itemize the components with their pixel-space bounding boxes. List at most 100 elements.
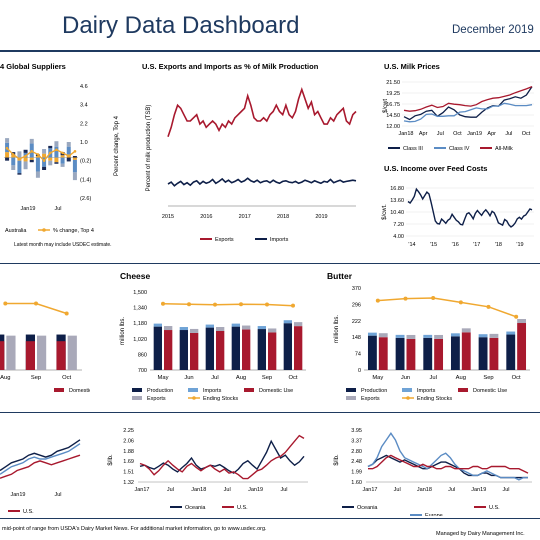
exports-imports-title: U.S. Exports and Imports as % of Milk Pr… (142, 62, 319, 71)
ch-production-bar (231, 326, 240, 370)
mp-x-tick: Apr (487, 131, 496, 137)
gs-bar (5, 138, 10, 143)
gs-bar (48, 157, 53, 161)
ch-x-tick: Oct (288, 375, 297, 381)
ch-y-tick: 860 (138, 352, 147, 358)
p2-oceania-line (139, 439, 305, 474)
bu-imports-bar (423, 334, 433, 338)
ch-stocks-point (187, 302, 191, 307)
p2-y-tick: 2.06 (123, 438, 134, 444)
if-x-tick: '18 (495, 242, 502, 248)
if-y-tick: 4.00 (393, 234, 404, 240)
bu-domestic-bar (489, 337, 499, 370)
p3-x-tick: Jan18 (417, 487, 432, 493)
ch-domestic-bar (294, 326, 303, 370)
gs-bar (29, 138, 34, 144)
p3-y-tick: 1.60 (351, 480, 362, 486)
bu-imports-bar (395, 334, 405, 338)
ch-exports-bar (242, 325, 251, 330)
header-rule (0, 50, 540, 52)
p1-stackb-line (0, 443, 81, 475)
bu-exports-bar (461, 328, 471, 333)
cheese-title: Cheese (120, 271, 151, 281)
bu-legend-imports-swatch (402, 388, 412, 392)
gs-y-tick: 1.0 (80, 140, 88, 146)
mp-all-milk-line (403, 85, 533, 112)
ch-domestic-bar (216, 331, 225, 370)
ch-legend-domestic-swatch (244, 388, 254, 392)
ch-production-bar (179, 330, 188, 370)
gs-pct-point (55, 148, 58, 152)
ei-y-label: Percent of milk production (TSB) (146, 105, 152, 192)
ch-legend-stocks-marker (192, 396, 196, 400)
ch-y-tick: 1,340 (133, 306, 147, 312)
bu-y-tick: 0 (358, 368, 361, 374)
bu-stocks-point (375, 298, 380, 303)
ch-stocks-point (161, 301, 165, 306)
mp-x-tick: Oct (522, 131, 531, 137)
bu-stocks-point (431, 295, 436, 300)
gs-pct-point (73, 150, 77, 153)
p2-y-tick: 1.32 (123, 480, 134, 486)
gs-bar (23, 161, 28, 170)
mp-x-tick: Jul (437, 131, 444, 137)
footer-source: mid-point of range from USDA's Dairy Mar… (2, 526, 267, 532)
ch-exports-bar (190, 328, 199, 333)
butter-title: Butter (327, 271, 353, 281)
gs-bar (48, 160, 53, 166)
bu-domestic-bar (406, 338, 416, 370)
ch-x-tick: Jun (184, 375, 193, 381)
gs-bar (42, 153, 47, 158)
p2-y-tick: 1.69 (123, 459, 134, 465)
gs-bar (11, 165, 16, 170)
bu-domestic-bar (517, 323, 527, 370)
bu-stocks-point (486, 304, 491, 309)
p3-y-label: $/lb. (334, 454, 340, 466)
gs-pct-line (6, 147, 76, 162)
gs-bar (54, 157, 59, 163)
sl-legend-domestic-swatch (54, 388, 64, 392)
stocks-left-chart: Aug Sep Oct Domestic Use (0, 301, 103, 394)
cheese-chart: 1,500 1,340 1,180 1,020 860 700 million lbs. Ma… (120, 290, 306, 402)
bu-domestic-bar (461, 332, 471, 370)
gs-y-tick: 4.6 (80, 84, 88, 90)
income-over-feed-title: U.S. Income over Feed Costs (384, 164, 488, 173)
bu-y-tick: 148 (352, 335, 361, 341)
gs-bar (35, 171, 40, 178)
p3-x-tick: Jan19 (471, 487, 486, 493)
gs-pct-point (67, 154, 71, 158)
ei-x-tick: 2016 (200, 214, 212, 220)
butter-panel: Butter 370 296 222 148 74 0 million lbs. May Jun… (322, 266, 538, 410)
milk-prices-panel: U.S. Milk Prices 21.50 19.25 16.75 14.50 12.… (378, 56, 538, 156)
ch-legend-stocks-label: Ending Stocks (203, 396, 238, 402)
sl-stocks-point (64, 311, 69, 316)
global-suppliers-chart: 4.6 3.4 2.2 1.0 (0.2) (1.4) (2.6) Percent chang… (4, 84, 120, 248)
price-panel-1: Jan19 Jul U.S. (0, 416, 90, 516)
mp-class-iv-line (403, 102, 533, 123)
bu-legend-production-swatch (346, 388, 356, 392)
ch-stocks-point (239, 302, 243, 307)
ch-exports-bar (268, 328, 277, 333)
ch-stocks-line (162, 302, 294, 307)
p2-x-tick: Jan18 (191, 487, 206, 493)
p1-stacka-line (0, 439, 81, 472)
mp-x-tick: Oct (453, 131, 462, 137)
gs-bar (48, 145, 53, 149)
bu-x-tick: Jun (401, 375, 410, 381)
gs-bar (17, 160, 22, 174)
sl-domestic-bar (56, 341, 66, 370)
sl-exports-bar (37, 335, 47, 370)
ch-legend-imports-swatch (188, 388, 198, 392)
ch-imports-bar (283, 320, 292, 324)
gs-bar (60, 155, 65, 158)
middle-rule (0, 263, 540, 264)
if-y-tick: 7.20 (393, 222, 404, 228)
ch-legend-domestic-label: Domestic Use (259, 388, 293, 394)
ei-exports-line (167, 87, 357, 137)
gs-x-tick: Jul (54, 206, 61, 212)
butter-chart: 370 296 222 148 74 0 million lbs. May Jun Jul Aug S… (334, 286, 530, 402)
bu-y-tick: 222 (352, 319, 361, 325)
ch-legend-production-swatch (132, 388, 142, 392)
gs-pct-point (11, 153, 15, 156)
bu-production-bar (423, 337, 433, 370)
